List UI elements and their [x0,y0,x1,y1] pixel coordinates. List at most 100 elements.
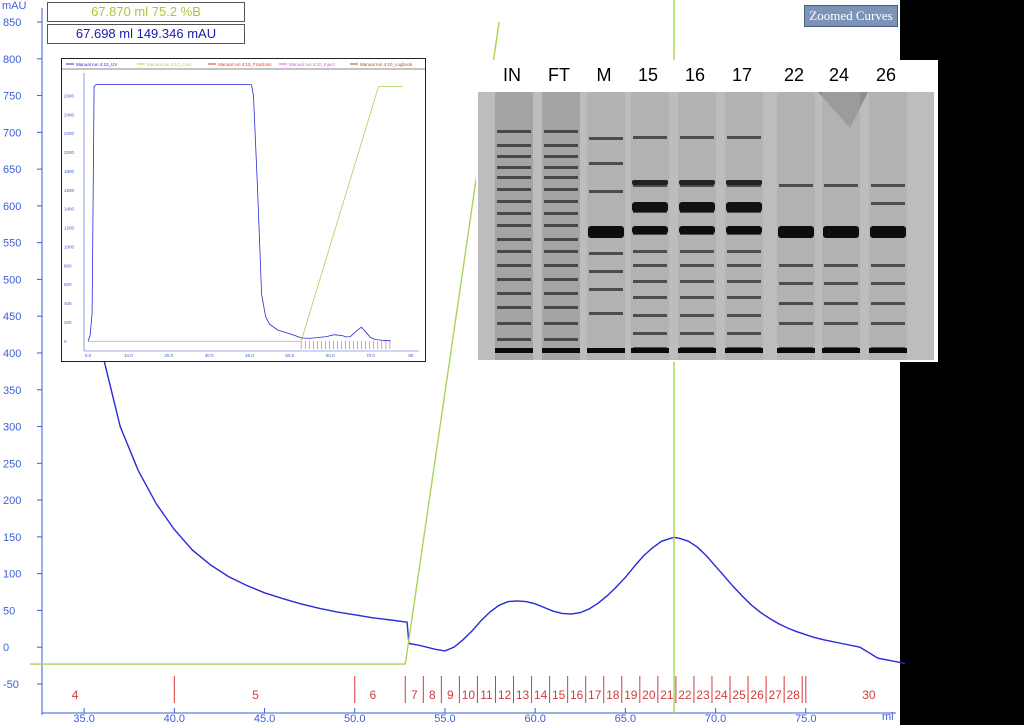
inset-concentration-trace [88,85,403,342]
gel-lane-label: M [596,65,612,85]
gel-lane [869,92,907,360]
gel-band [633,332,667,335]
gel-lane-label: FT [548,65,570,85]
fraction-label: 17 [588,688,602,702]
gel-band [497,144,531,147]
inset-y-tick-label: 1800 [64,169,75,174]
gel-band [633,314,667,317]
gel-dye-front [631,348,669,353]
fraction-label: 26 [750,688,764,702]
gel-band [589,162,623,165]
x-tick-label: 75.0 [795,713,816,725]
inset-x-tick-label: 20.0 [164,353,173,358]
y-tick-label: 300 [3,422,21,434]
gel-target-band [632,226,668,234]
gel-dye-front [542,348,580,353]
gel-band [871,282,905,285]
y-tick-label: 450 [3,311,21,323]
gel-band [544,155,578,158]
gel-band [497,166,531,169]
inset-x-tick-label: 50.0 [285,353,294,358]
gel-band [497,264,531,267]
gel-band [779,184,813,187]
gel-dye-front [495,348,533,353]
gel-band [497,176,531,179]
y-tick-label: 200 [3,495,21,507]
fraction-label: 27 [768,688,782,702]
gel-band [544,278,578,281]
gel-lane-label: IN [503,65,521,85]
gel-band [679,180,715,185]
gel-band [497,212,531,215]
gel-band [633,250,667,253]
gel-band [589,137,623,140]
gel-dye-front [822,348,860,353]
x-tick-label: 65.0 [615,713,636,725]
y-tick-label: 150 [3,532,21,544]
x-tick-label: 40.0 [164,713,185,725]
gel-band [680,264,714,267]
gel-lane-label: 17 [731,65,753,85]
overview-inset-chart: Manual run 4:10_UV Manual run 4:10_Conc Ma… [61,58,426,362]
gel-band [871,322,905,325]
gel-lane [678,92,716,360]
gel-band [680,250,714,253]
y-tick-label: 0 [3,642,9,654]
zoomed-curves-button[interactable]: Zoomed Curves [804,5,898,27]
fraction-label: 28 [786,688,800,702]
gel-band [871,264,905,267]
gel-dye-front [869,348,907,353]
y-tick-label: 50 [3,605,15,617]
fraction-label: 24 [714,688,728,702]
inset-x-tick-label: 70.0 [366,353,375,358]
gel-band [633,264,667,267]
gel-upper-band [679,202,715,212]
gel-image [478,92,934,360]
fraction-label: 16 [570,688,584,702]
fraction-label: 22 [678,688,692,702]
gel-lane-label: 15 [637,65,659,85]
gel-band [544,292,578,295]
gel-band [824,264,858,267]
y-tick-label: 700 [3,127,21,139]
gel-band [824,302,858,305]
concentration-trace [30,21,500,665]
gel-lane [542,92,580,360]
inset-x-tick-label: 30.0 [205,353,214,358]
fraction-label: 21 [660,688,674,702]
fraction-label: 15 [552,688,566,702]
gel-band [544,238,578,241]
gel-band [726,180,762,185]
x-axis-title: ml [882,711,894,723]
gel-dye-front [587,348,625,353]
gel-band [497,322,531,325]
uv-trace [101,352,906,665]
inset-y-tick-label: 2600 [64,93,75,98]
gel-band [544,200,578,203]
y-tick-label: 400 [3,348,21,360]
gel-band [544,130,578,133]
gel-lane [631,92,669,360]
y-tick-label: 500 [3,274,21,286]
gel-band [779,322,813,325]
gel-band [680,332,714,335]
gel-band [779,264,813,267]
gel-band [633,296,667,299]
gel-band [544,250,578,253]
fraction-label: 20 [642,688,656,702]
gel-band [824,282,858,285]
y-tick-label: -50 [3,679,19,691]
gel-band [779,302,813,305]
gel-band [727,136,761,139]
gel-band [497,250,531,253]
gel-band [544,212,578,215]
gel-target-band [778,226,814,238]
gel-band [680,314,714,317]
gel-band [871,184,905,187]
inset-x-tick-label: 0.0 [85,353,92,358]
inset-legend-entry: Manual run 4:10_Logbook [360,62,413,67]
gel-band [727,332,761,335]
gel-dye-front [777,348,815,353]
gel-band [544,264,578,267]
inset-x-tick-label: 80 [408,353,414,358]
